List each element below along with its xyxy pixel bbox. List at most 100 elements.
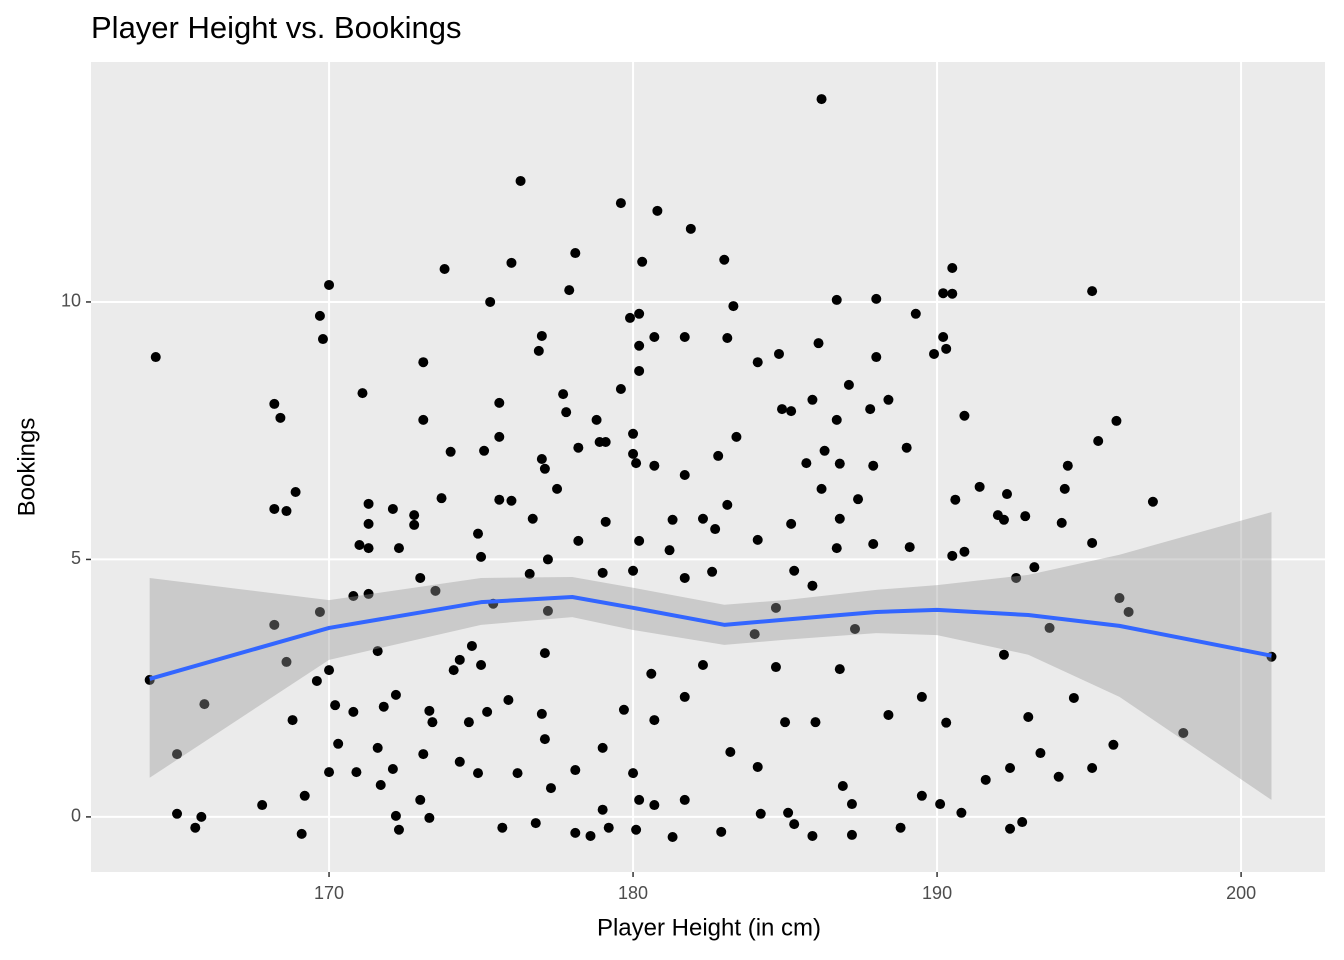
point xyxy=(819,445,830,456)
point xyxy=(1023,712,1034,723)
point xyxy=(813,338,824,349)
point xyxy=(773,348,784,359)
point xyxy=(707,566,718,577)
point xyxy=(290,486,301,497)
point xyxy=(570,248,581,259)
point xyxy=(454,756,465,767)
x-tick-label: 180 xyxy=(618,883,648,903)
point xyxy=(998,649,1009,660)
point xyxy=(476,551,487,562)
point xyxy=(314,606,325,617)
point xyxy=(649,460,660,471)
point xyxy=(628,448,639,459)
point xyxy=(199,699,210,710)
chart-title: Player Height vs. Bookings xyxy=(91,10,461,45)
point xyxy=(533,345,544,356)
point xyxy=(393,543,404,554)
point xyxy=(789,819,800,830)
point xyxy=(615,383,626,394)
point xyxy=(1108,739,1119,750)
point xyxy=(950,494,961,505)
point xyxy=(959,546,970,557)
point xyxy=(807,580,818,591)
point xyxy=(883,709,894,720)
point xyxy=(333,738,344,749)
point xyxy=(938,331,949,342)
point xyxy=(634,365,645,376)
point xyxy=(1087,537,1098,548)
point xyxy=(573,535,584,546)
point xyxy=(749,629,760,640)
point xyxy=(871,293,882,304)
point xyxy=(372,742,383,753)
point xyxy=(603,822,614,833)
point xyxy=(1087,286,1098,297)
point xyxy=(436,493,447,504)
point xyxy=(752,357,763,368)
point xyxy=(269,619,280,630)
point xyxy=(600,437,611,448)
point xyxy=(834,458,845,469)
point xyxy=(561,407,572,418)
point xyxy=(1114,593,1125,604)
point xyxy=(476,659,487,670)
point xyxy=(564,285,575,296)
point xyxy=(527,513,538,524)
point xyxy=(916,790,927,801)
point xyxy=(506,495,517,506)
point xyxy=(463,717,474,728)
point xyxy=(974,481,985,492)
point xyxy=(631,458,642,469)
point xyxy=(348,590,359,601)
point xyxy=(351,767,362,778)
point xyxy=(916,691,927,702)
point xyxy=(172,808,183,819)
point xyxy=(393,824,404,835)
point xyxy=(722,333,733,344)
y-tick-label: 5 xyxy=(71,548,81,568)
point xyxy=(777,404,788,415)
point xyxy=(190,822,201,833)
point xyxy=(1062,460,1073,471)
point xyxy=(947,262,958,273)
point xyxy=(664,545,675,556)
point xyxy=(281,656,292,667)
x-axis-label: Player Height (in cm) xyxy=(597,914,821,941)
point xyxy=(1053,771,1064,782)
point xyxy=(542,605,553,616)
point xyxy=(363,543,374,554)
point xyxy=(831,414,842,425)
point xyxy=(539,734,550,745)
point xyxy=(512,768,523,779)
point xyxy=(868,538,879,549)
point xyxy=(570,827,581,838)
point xyxy=(713,450,724,461)
point xyxy=(390,689,401,700)
point xyxy=(831,294,842,305)
point xyxy=(299,790,310,801)
point xyxy=(585,830,596,841)
point xyxy=(363,498,374,509)
point xyxy=(679,691,690,702)
point xyxy=(938,288,949,299)
point xyxy=(1011,572,1022,583)
y-tick-label: 10 xyxy=(61,291,81,311)
point xyxy=(710,524,721,535)
point xyxy=(752,534,763,545)
point xyxy=(150,352,161,363)
point xyxy=(445,446,456,457)
point xyxy=(354,540,365,551)
point xyxy=(929,348,940,359)
point xyxy=(1111,415,1122,426)
point xyxy=(679,794,690,805)
point xyxy=(506,257,517,268)
point xyxy=(634,794,645,805)
point xyxy=(454,654,465,665)
point xyxy=(846,799,857,810)
point xyxy=(883,394,894,405)
point xyxy=(1029,562,1040,573)
point xyxy=(424,812,435,823)
panel xyxy=(91,62,1325,872)
point xyxy=(479,445,490,456)
point xyxy=(1020,511,1031,522)
